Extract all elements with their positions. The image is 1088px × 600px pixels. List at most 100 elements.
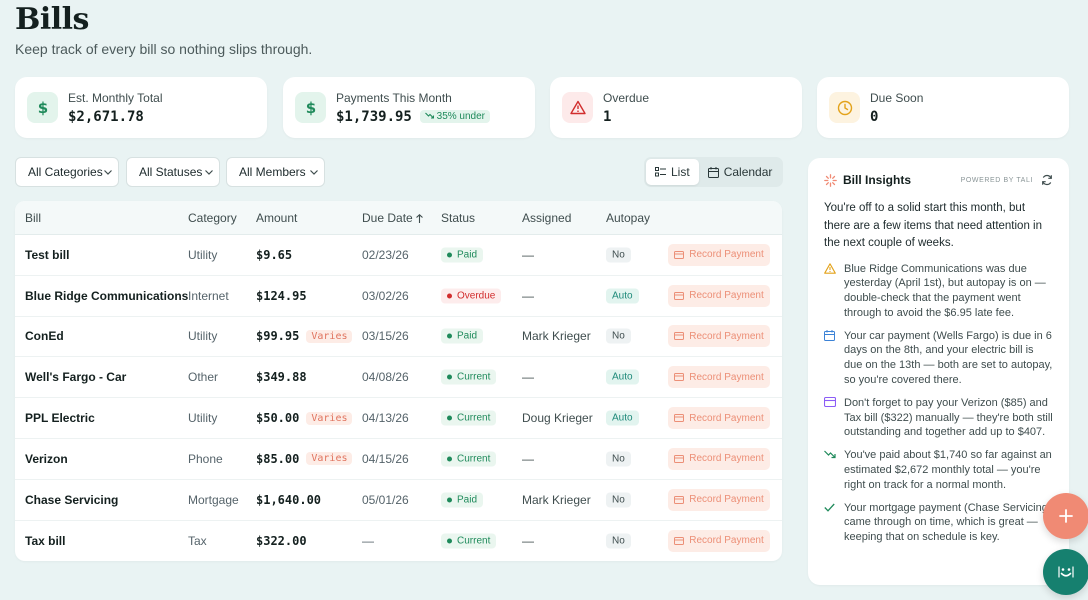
- bill-amount-cell: $124.95: [256, 289, 307, 303]
- autopay-badge: No: [606, 451, 631, 467]
- insights-intro: You're off to a solid start this month, …: [824, 202, 1042, 249]
- autopay-badge: No: [606, 533, 631, 549]
- table-row[interactable]: Well's Fargo - Car Other $349.88 04/08/26 Cu…: [15, 357, 782, 399]
- table-row[interactable]: PPL Electric Utility $50.00 Varies 04/13/26 C…: [15, 398, 782, 439]
- insight-text: Blue Ridge Communications was due yester…: [844, 262, 1046, 319]
- column-header-assigned[interactable]: Assigned: [522, 211, 572, 225]
- bill-assigned: —: [522, 370, 534, 385]
- table-body: Test bill Utility $9.65 02/23/26 Paid — No Reco…: [15, 235, 782, 561]
- column-header-amount[interactable]: Amount: [256, 211, 298, 225]
- status-badge: Current: [441, 533, 497, 549]
- status-label: Paid: [457, 330, 478, 342]
- bill-name[interactable]: Test bill: [25, 247, 70, 262]
- calendar-icon: [707, 166, 719, 178]
- bill-category: Internet: [188, 288, 229, 303]
- stat-value: 1: [603, 108, 612, 125]
- record-payment-button[interactable]: Record Payment: [668, 325, 770, 348]
- bill-category: Phone: [188, 451, 223, 466]
- bill-category: Utility: [188, 411, 218, 426]
- bill-assigned: —: [522, 451, 534, 466]
- record-payment-button[interactable]: Record Payment: [668, 488, 770, 511]
- table-row[interactable]: Tax bill Tax $322.00 — Current — No Record Paym…: [15, 521, 782, 561]
- record-payment-label: Record Payment: [689, 330, 764, 342]
- record-payment-button[interactable]: Record Payment: [668, 366, 770, 389]
- autopay-cell: No: [606, 492, 631, 508]
- status-filter[interactable]: All Statuses: [126, 157, 220, 187]
- record-payment-button[interactable]: Record Payment: [668, 284, 770, 307]
- card-icon: [823, 396, 844, 440]
- assistant-chat-button[interactable]: [1043, 549, 1088, 595]
- bill-name[interactable]: ConEd: [25, 329, 64, 344]
- view-toggle: List Calendar: [644, 157, 783, 187]
- status-dot: [447, 293, 452, 299]
- record-payment-button[interactable]: Record Payment: [668, 243, 770, 266]
- column-header-status[interactable]: Status: [441, 211, 476, 225]
- trend-badge: 35% under: [419, 110, 491, 123]
- record-payment-button[interactable]: Record Payment: [668, 447, 770, 470]
- table-row[interactable]: Test bill Utility $9.65 02/23/26 Paid — No Reco…: [15, 235, 782, 276]
- bill-category: Tax: [188, 533, 207, 548]
- credit-card-icon: [674, 373, 685, 382]
- status-cell: Paid: [441, 328, 484, 344]
- record-payment-button[interactable]: Record Payment: [668, 407, 770, 430]
- credit-card-icon: [674, 291, 685, 300]
- insight-text: Your mortgage payment (Chase Servicing) …: [844, 501, 1052, 544]
- insight-item: Blue Ridge Communications was due yester…: [824, 262, 1053, 321]
- bill-name[interactable]: Tax bill: [25, 533, 66, 548]
- sort-ascending-icon: [415, 213, 423, 223]
- bill-name[interactable]: Blue Ridge Communications: [25, 288, 189, 303]
- table-row[interactable]: Blue Ridge Communications Internet $124.95…: [15, 276, 782, 317]
- insights-title: Bill Insights: [843, 173, 912, 187]
- refresh-icon[interactable]: [1041, 174, 1053, 186]
- column-header-autopay[interactable]: Autopay: [606, 211, 651, 225]
- bill-due-date: 04/15/26: [362, 451, 409, 466]
- member-filter[interactable]: All Members: [226, 157, 325, 187]
- calendar-view-button[interactable]: Calendar: [699, 159, 782, 185]
- record-payment-label: Record Payment: [689, 494, 764, 506]
- varies-badge: Varies: [306, 329, 353, 343]
- record-payment-cell: Record Payment: [668, 366, 770, 389]
- list-view-button[interactable]: List: [646, 159, 699, 185]
- warning-icon: [824, 262, 844, 321]
- insight-item: Your car payment (Wells Fargo) is due in…: [824, 329, 1053, 388]
- record-payment-label: Record Payment: [689, 249, 764, 261]
- bill-due-date: 03/02/26: [362, 288, 409, 303]
- bill-amount: $99.95: [256, 329, 300, 344]
- column-header-due-date[interactable]: Due Date: [362, 211, 423, 225]
- bill-amount-cell: $349.88: [256, 370, 307, 384]
- status-cell: Overdue: [441, 288, 502, 304]
- bill-category: Utility: [188, 247, 218, 262]
- status-label: Paid: [457, 249, 478, 261]
- status-label: Current: [457, 535, 491, 547]
- status-badge: Paid: [441, 492, 484, 508]
- column-header-category[interactable]: Category: [188, 211, 237, 225]
- table-row[interactable]: Chase Servicing Mortgage $1,640.00 05/01/26…: [15, 480, 782, 521]
- bill-name[interactable]: Well's Fargo - Car: [25, 370, 127, 385]
- stat-value: 0: [870, 108, 879, 125]
- calendar-view-label: Calendar: [723, 165, 773, 179]
- bill-assigned: Mark Krieger: [522, 492, 591, 507]
- status-cell: Paid: [441, 247, 484, 263]
- status-label: Overdue: [457, 290, 496, 302]
- status-label: Current: [457, 371, 491, 383]
- bill-name[interactable]: Chase Servicing: [25, 492, 119, 507]
- add-bill-button[interactable]: [1043, 493, 1088, 539]
- bill-name[interactable]: Verizon: [25, 451, 68, 466]
- calendar-icon: [824, 329, 844, 388]
- credit-card-icon: [674, 250, 685, 259]
- sparkle-icon: [824, 173, 837, 187]
- category-filter[interactable]: All Categories: [15, 157, 119, 187]
- column-header-bill[interactable]: Bill: [25, 211, 42, 225]
- table-row[interactable]: ConEd Utility $99.95 Varies 03/15/26 Paid Mark…: [15, 317, 782, 358]
- status-cell: Current: [441, 369, 497, 385]
- trend-down-icon: [824, 448, 844, 492]
- record-payment-button[interactable]: Record Payment: [668, 529, 770, 552]
- bill-amount-cell: $322.00: [256, 534, 307, 548]
- bill-name[interactable]: PPL Electric: [25, 411, 95, 426]
- status-dot: [447, 374, 452, 380]
- table-row[interactable]: Verizon Phone $85.00 Varies 04/15/26 Current —…: [15, 439, 782, 480]
- record-payment-cell: Record Payment: [668, 243, 770, 266]
- svg-text:$: $: [305, 100, 315, 116]
- credit-card-icon: [674, 454, 685, 463]
- autopay-cell: Auto: [606, 410, 639, 426]
